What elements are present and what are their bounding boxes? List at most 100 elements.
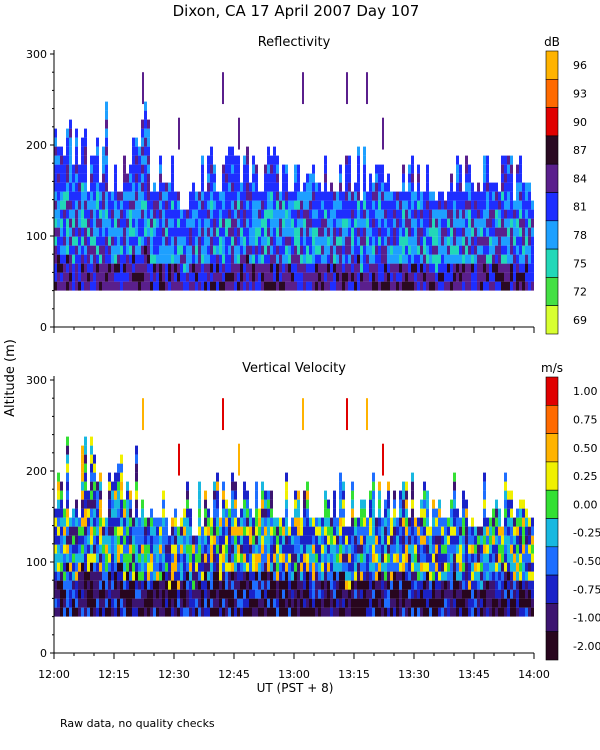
heatmap-cell — [477, 598, 480, 608]
heatmap-cell — [249, 254, 252, 264]
heatmap-cell — [90, 571, 93, 581]
heatmap-cell — [393, 281, 396, 291]
heatmap-cell — [417, 571, 420, 581]
heatmap-cell — [234, 553, 237, 563]
heatmap-cell — [264, 200, 267, 210]
heatmap-cell — [423, 526, 426, 536]
heatmap-cell — [264, 589, 267, 599]
heatmap-cell — [186, 272, 189, 282]
heatmap-cell — [384, 517, 387, 527]
heatmap-cell — [456, 209, 459, 219]
heatmap-cell — [144, 146, 147, 156]
heatmap-cell — [270, 173, 273, 183]
heatmap-cell — [117, 508, 120, 518]
heatmap-cell — [60, 245, 63, 255]
heatmap-cell — [63, 553, 66, 563]
heatmap-cell — [324, 191, 327, 201]
heatmap-cell — [438, 544, 441, 554]
heatmap-cell — [435, 281, 438, 291]
heatmap-cell — [270, 490, 273, 500]
heatmap-cell — [177, 598, 180, 608]
heatmap-cell — [216, 245, 219, 255]
heatmap-cell — [507, 209, 510, 219]
heatmap-cell — [225, 553, 228, 563]
heatmap-cell — [222, 580, 225, 590]
heatmap-cell — [273, 173, 276, 183]
heatmap-cell — [183, 209, 186, 219]
heatmap-cell — [330, 263, 333, 273]
heatmap-cell — [294, 272, 297, 282]
heatmap-cell — [117, 472, 120, 482]
heatmap-cell — [93, 218, 96, 228]
heatmap-cell — [300, 598, 303, 608]
heatmap-cell — [168, 254, 171, 264]
heatmap-cell — [81, 526, 84, 536]
heatmap-cell — [225, 263, 228, 273]
heatmap-cell — [297, 598, 300, 608]
heatmap-cell — [477, 526, 480, 536]
heatmap-cell — [306, 589, 309, 599]
heatmap-cell — [504, 182, 507, 192]
heatmap-cell — [123, 200, 126, 210]
heatmap-cell — [339, 607, 342, 617]
heatmap-cell — [142, 398, 144, 431]
heatmap-cell — [249, 580, 252, 590]
heatmap-cell — [276, 607, 279, 617]
heatmap-cell — [111, 490, 114, 500]
heatmap-cell — [240, 209, 243, 219]
heatmap-cell — [297, 218, 300, 228]
heatmap-cell — [339, 580, 342, 590]
heatmap-cell — [492, 254, 495, 264]
heatmap-cell — [63, 589, 66, 599]
heatmap-cell — [228, 227, 231, 237]
heatmap-cell — [372, 607, 375, 617]
heatmap-cell — [405, 254, 408, 264]
heatmap-cell — [306, 607, 309, 617]
heatmap-cell — [486, 535, 489, 545]
heatmap-cell — [213, 173, 216, 183]
heatmap-cell — [432, 508, 435, 518]
heatmap-cell — [360, 245, 363, 255]
heatmap-cell — [198, 517, 201, 527]
heatmap-cell — [123, 164, 126, 174]
heatmap-cell — [252, 272, 255, 282]
heatmap-cell — [399, 272, 402, 282]
heatmap-cell — [69, 544, 72, 554]
heatmap-cell — [489, 607, 492, 617]
heatmap-cell — [144, 191, 147, 201]
heatmap-cell — [477, 281, 480, 291]
heatmap-cell — [108, 607, 111, 617]
heatmap-cell — [201, 245, 204, 255]
heatmap-cell — [168, 589, 171, 599]
heatmap-cell — [111, 245, 114, 255]
heatmap-cell — [132, 164, 135, 174]
heatmap-cell — [243, 191, 246, 201]
heatmap-cell — [384, 589, 387, 599]
heatmap-cell — [522, 191, 525, 201]
heatmap-cell — [474, 553, 477, 563]
heatmap-cell — [330, 580, 333, 590]
heatmap-cell — [417, 245, 420, 255]
heatmap-cell — [531, 526, 534, 536]
heatmap-cell — [222, 571, 225, 581]
heatmap-cell — [273, 526, 276, 536]
heatmap-cell — [84, 445, 87, 455]
heatmap-cell — [501, 164, 504, 174]
heatmap-cell — [279, 535, 282, 545]
heatmap-cell — [315, 209, 318, 219]
heatmap-cell — [366, 281, 369, 291]
heatmap-cell — [123, 607, 126, 617]
heatmap-cell — [228, 200, 231, 210]
heatmap-cell — [234, 281, 237, 291]
heatmap-cell — [201, 598, 204, 608]
heatmap-cell — [528, 200, 531, 210]
heatmap-cell — [204, 526, 207, 536]
heatmap-cell — [366, 526, 369, 536]
heatmap-cell — [141, 508, 144, 518]
heatmap-cell — [93, 562, 96, 572]
heatmap-cell — [516, 209, 519, 219]
heatmap-cell — [114, 272, 117, 282]
heatmap-cell — [315, 245, 318, 255]
heatmap-cell — [303, 227, 306, 237]
heatmap-cell — [69, 517, 72, 527]
